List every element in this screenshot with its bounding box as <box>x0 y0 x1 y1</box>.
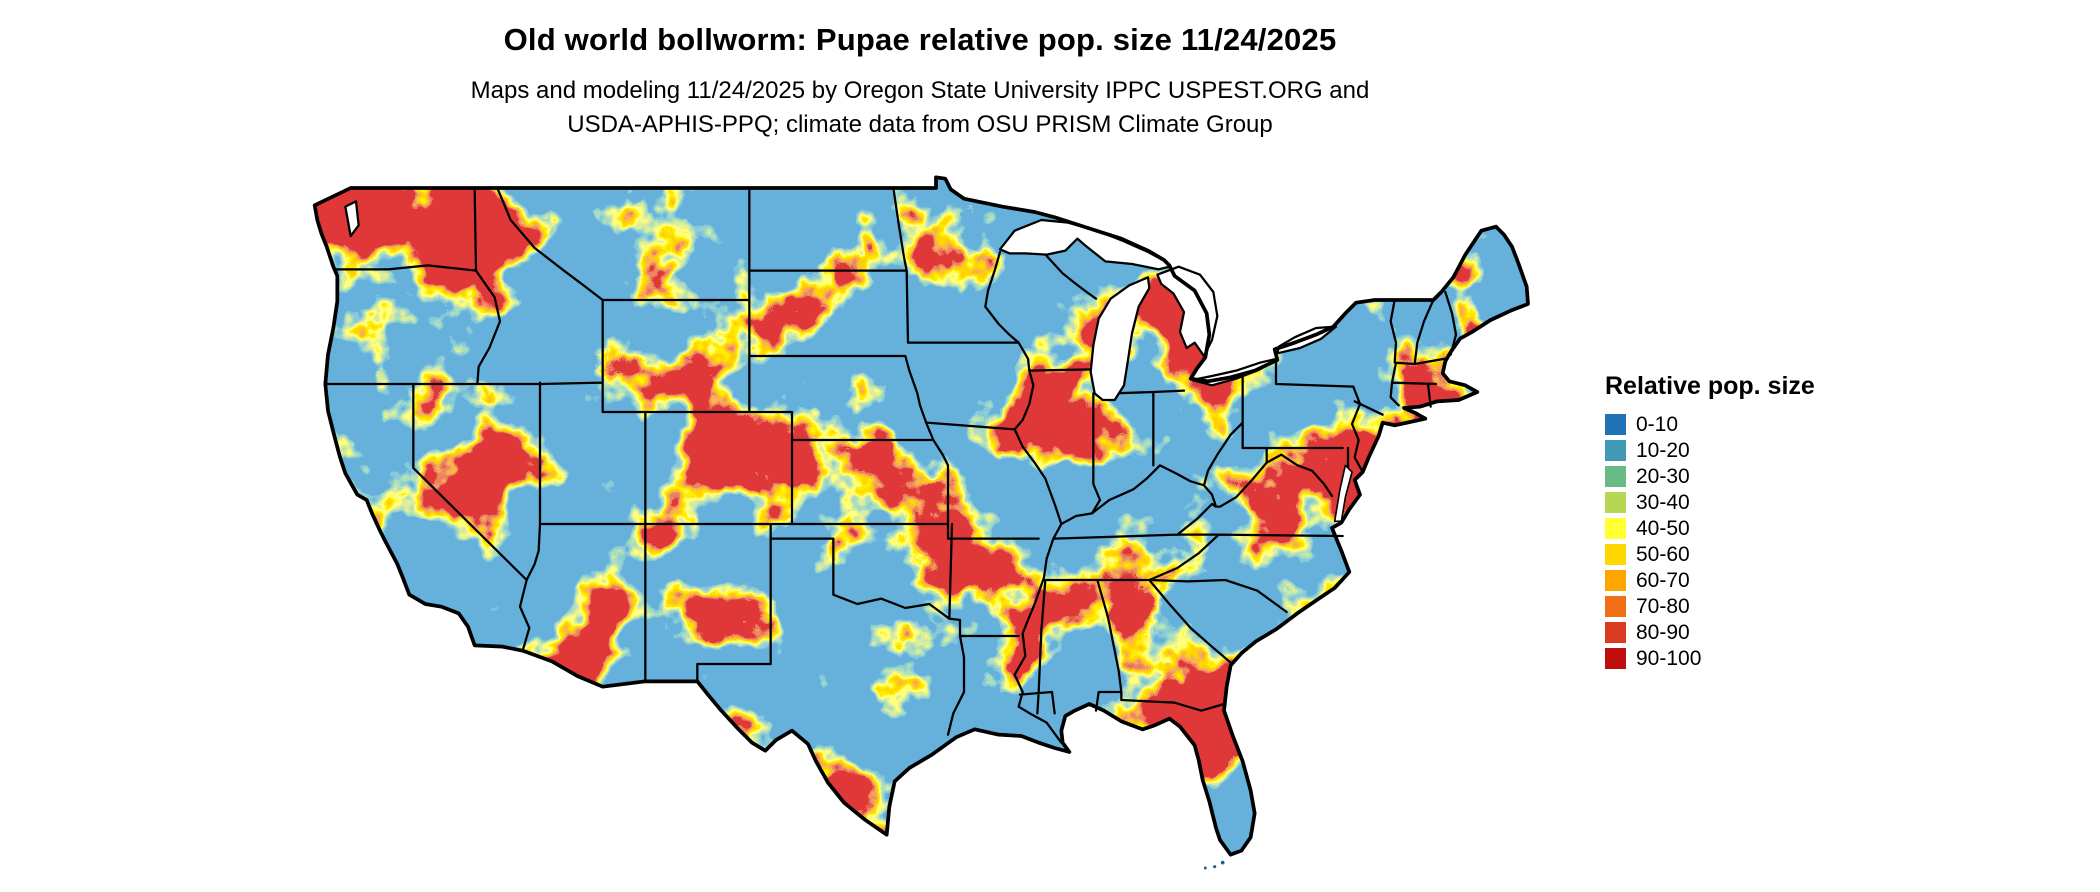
legend-swatch <box>1605 569 1626 591</box>
us-map-svg <box>312 175 1530 870</box>
legend-item: 60-70 <box>1605 569 1815 591</box>
legend-item: 10-20 <box>1605 439 1815 461</box>
legend-item: 40-50 <box>1605 517 1815 539</box>
legend-swatch <box>1605 465 1626 487</box>
legend-swatch <box>1605 491 1626 513</box>
legend-label: 50-60 <box>1636 542 1690 566</box>
legend-label: 30-40 <box>1636 490 1690 514</box>
legend-label: 40-50 <box>1636 516 1690 540</box>
legend-item: 0-10 <box>1605 413 1815 435</box>
legend-swatch <box>1605 413 1626 435</box>
title-block: Old world bollworm: Pupae relative pop. … <box>0 22 1840 142</box>
legend-swatch <box>1605 543 1626 565</box>
national-outline <box>312 175 1530 857</box>
legend-label: 90-100 <box>1636 646 1702 670</box>
page-subtitle: Maps and modeling 11/24/2025 by Oregon S… <box>0 74 1840 142</box>
legend-item: 90-100 <box>1605 647 1815 669</box>
legend-swatch <box>1605 595 1626 617</box>
legend-label: 60-70 <box>1636 568 1690 592</box>
subtitle-line-2: USDA-APHIS-PPQ; climate data from OSU PR… <box>567 111 1273 138</box>
state-borders <box>324 186 1458 744</box>
legend-label: 0-10 <box>1636 412 1679 436</box>
legend-label: 70-80 <box>1636 594 1690 618</box>
legend-label: 20-30 <box>1636 464 1690 488</box>
legend: Relative pop. size 0-10 10-20 20-30 30-4… <box>1605 372 1815 673</box>
legend-swatch <box>1605 517 1626 539</box>
legend-label: 80-90 <box>1636 620 1690 644</box>
legend-item: 20-30 <box>1605 465 1815 487</box>
legend-swatch <box>1605 621 1626 643</box>
legend-item: 70-80 <box>1605 595 1815 617</box>
legend-label: 10-20 <box>1636 438 1690 462</box>
legend-swatch <box>1605 647 1626 669</box>
florida-keys <box>1203 860 1225 870</box>
subtitle-line-1: Maps and modeling 11/24/2025 by Oregon S… <box>470 77 1370 104</box>
us-heatmap-map <box>268 164 1568 884</box>
page-title: Old world bollworm: Pupae relative pop. … <box>503 22 1337 57</box>
legend-item: 50-60 <box>1605 543 1815 565</box>
legend-title: Relative pop. size <box>1605 372 1815 400</box>
puget-sound <box>344 200 360 238</box>
lake-michigan <box>1089 276 1151 402</box>
lake-huron <box>1156 265 1219 358</box>
legend-item: 30-40 <box>1605 491 1815 513</box>
legend-item: 80-90 <box>1605 621 1815 643</box>
legend-swatch <box>1605 439 1626 461</box>
